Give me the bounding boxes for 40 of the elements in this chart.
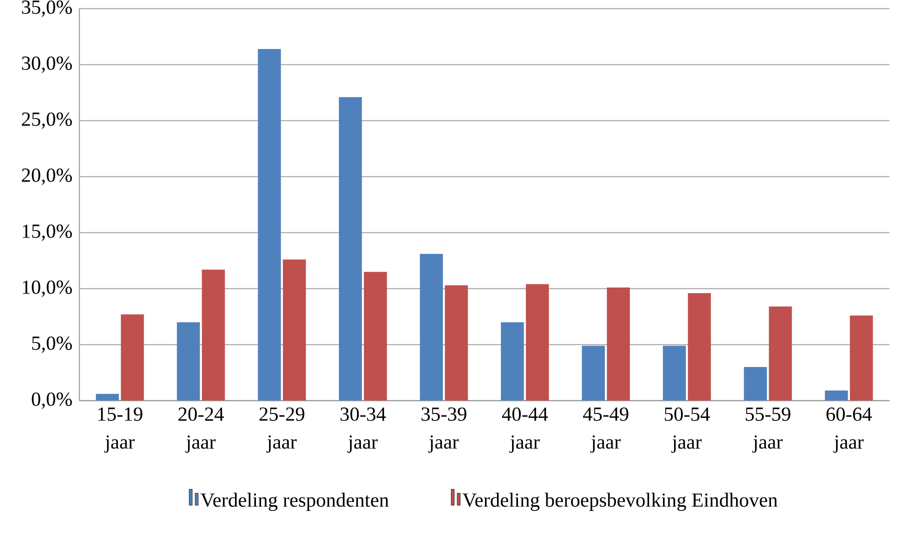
bar bbox=[662, 346, 686, 401]
y-tick-label: 20,0% bbox=[22, 168, 72, 185]
legend-label: Verdeling respondenten bbox=[200, 492, 389, 511]
bar bbox=[364, 272, 387, 401]
bar bbox=[258, 48, 281, 401]
bar bbox=[120, 314, 144, 401]
y-tick-label: 30,0% bbox=[22, 56, 72, 73]
bar bbox=[338, 97, 362, 401]
x-tick-label: 45-49 jaar bbox=[583, 407, 628, 453]
bar bbox=[824, 390, 848, 401]
x-tick-label: 40-44 jaar bbox=[502, 407, 548, 453]
bar bbox=[420, 254, 443, 401]
bar bbox=[176, 322, 200, 401]
bar bbox=[202, 270, 225, 401]
y-tick-label: 10,0% bbox=[22, 280, 72, 297]
bar bbox=[444, 285, 468, 401]
bar bbox=[96, 394, 119, 401]
x-tick-label: 30-34 jaar bbox=[340, 407, 386, 453]
x-tick-label: 60-64 jaar bbox=[826, 407, 872, 453]
y-tick-label: 0,0% bbox=[32, 392, 72, 409]
x-tick-label: 35-39 jaar bbox=[422, 407, 466, 453]
x-tick-label: 15-19 jaar bbox=[98, 407, 142, 453]
bar bbox=[768, 306, 792, 401]
bar bbox=[526, 284, 549, 401]
bar bbox=[688, 293, 711, 401]
y-tick-label: 5,0% bbox=[32, 336, 72, 353]
x-tick-label: 20-24 jaar bbox=[178, 407, 224, 453]
bar bbox=[606, 288, 630, 401]
x-tick-label: 50-54 jaar bbox=[664, 407, 710, 453]
bar bbox=[582, 346, 605, 401]
bar bbox=[850, 316, 873, 401]
y-tick-label: 15,0% bbox=[22, 224, 72, 241]
x-tick-label: 55-59 jaar bbox=[746, 407, 790, 453]
y-tick-label: 35,0% bbox=[22, 0, 72, 17]
legend-label: Verdeling beroepsbevolking Eindhoven bbox=[462, 492, 778, 511]
x-tick-label: 25-29 jaar bbox=[260, 407, 304, 453]
bar bbox=[744, 367, 767, 401]
y-tick-label: 25,0% bbox=[22, 112, 72, 129]
bar bbox=[500, 322, 524, 401]
bar bbox=[282, 260, 306, 401]
